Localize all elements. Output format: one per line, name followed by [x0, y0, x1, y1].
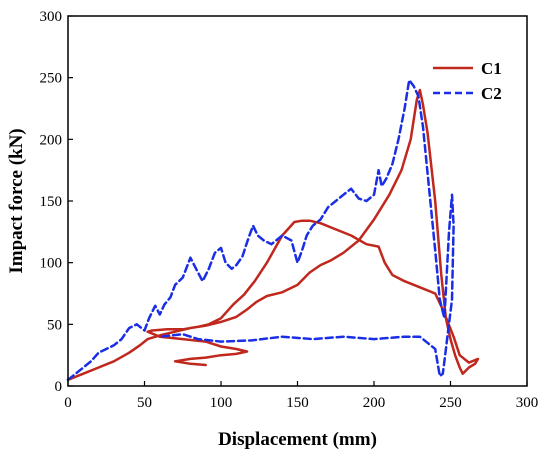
- legend-label-c1: C1: [481, 59, 502, 78]
- series-line-c2: [66, 78, 455, 382]
- x-tick-label: 100: [210, 395, 233, 411]
- y-tick-label: 100: [40, 256, 63, 272]
- y-tick-label: 50: [47, 317, 62, 333]
- y-tick-label: 150: [40, 194, 63, 210]
- x-tick-label: 250: [439, 395, 462, 411]
- y-tick-label: 0: [55, 379, 63, 395]
- x-tick-label: 0: [64, 395, 72, 411]
- plot-frame: [67, 15, 528, 387]
- x-axis-title: Displacement (mm): [218, 429, 377, 450]
- x-tick-label: 300: [516, 395, 539, 411]
- legend-label-c2: C2: [481, 84, 502, 103]
- y-axis-title: Impact force (kN): [6, 128, 27, 273]
- x-tick-label: 150: [286, 395, 309, 411]
- x-tick-label: 50: [137, 395, 152, 411]
- y-tick-label: 300: [40, 9, 63, 25]
- x-tick-label: 200: [363, 395, 386, 411]
- legend: C1 C2: [433, 59, 502, 103]
- series-group: [66, 78, 480, 382]
- y-tick-label: 200: [40, 132, 63, 148]
- series-line-c1: [66, 88, 480, 382]
- tick-group: 0 50 100 150 200 250 300 0 50 100 150 200 250 300: [40, 9, 539, 411]
- y-tick-label: 250: [40, 71, 63, 87]
